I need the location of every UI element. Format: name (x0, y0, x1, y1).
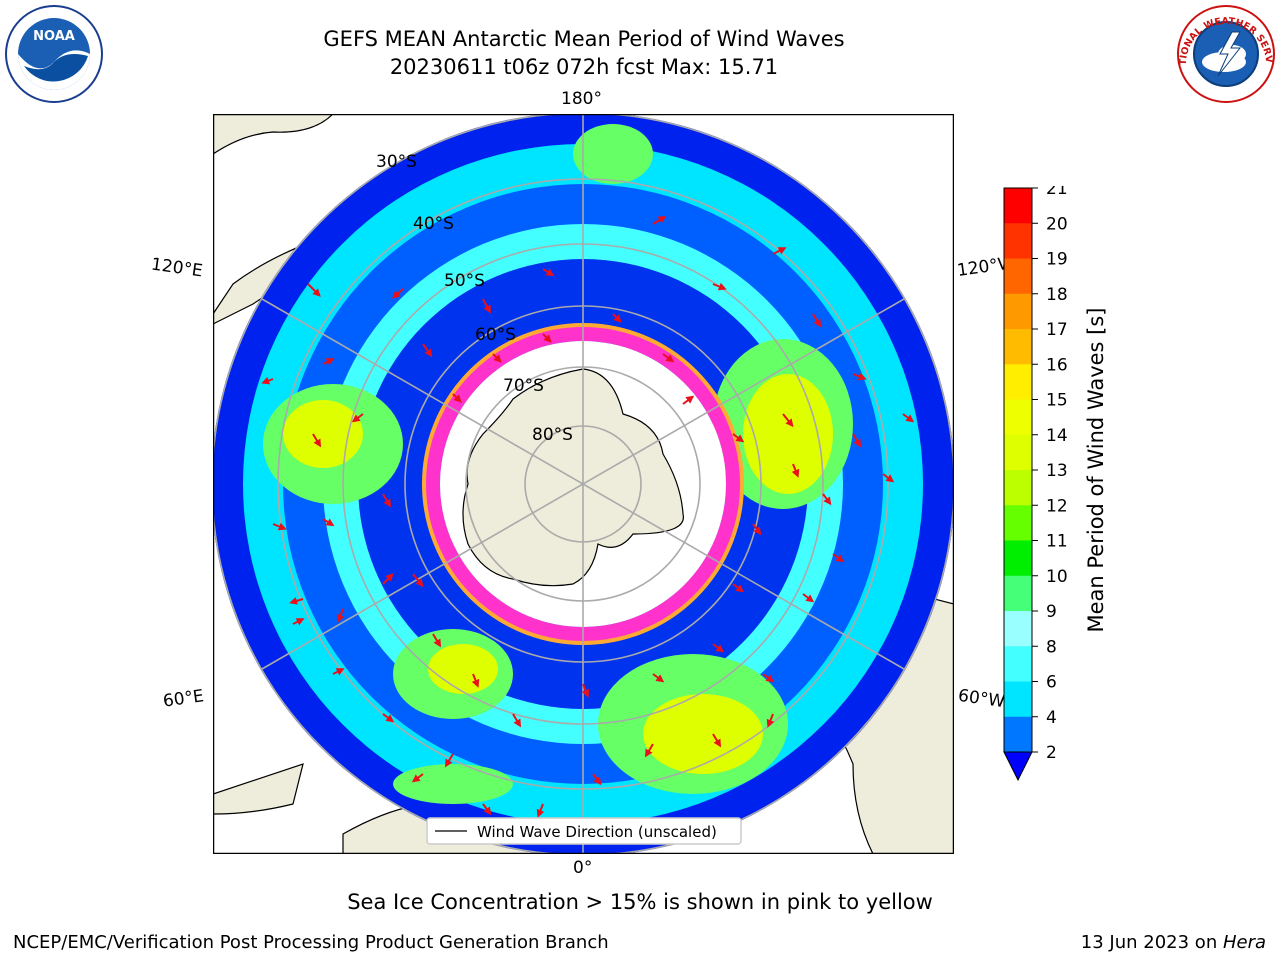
colorbar-cell (1004, 258, 1032, 295)
lon-label-60w: 60°W (956, 685, 1007, 713)
lat-label-40: 40°S (413, 214, 454, 234)
colorbar-cell (1004, 329, 1032, 365)
colorbar-cell (1004, 716, 1032, 753)
colorbar-tick-label: 16 (1046, 355, 1068, 375)
antarctica (462, 368, 684, 587)
lat-label-50: 50°S (444, 271, 485, 291)
lat-label-60: 60°S (475, 325, 516, 345)
lat-label-70: 70°S (503, 376, 544, 396)
colorbar-cell (1004, 540, 1032, 577)
colorbar-tick-label: 15 (1046, 391, 1068, 411)
footer-machine: Hera (1222, 932, 1266, 953)
chart-subtitle: 20230611 t06z 072h fcst Max: 15.71 (389, 55, 779, 79)
colorbar-tick-label: 9 (1046, 602, 1057, 622)
colorbar-tick-label: 14 (1046, 426, 1068, 446)
colorbar-cell (1004, 223, 1032, 259)
colorbar-tick-label: 19 (1046, 250, 1068, 270)
colorbar-tick-label: 12 (1046, 496, 1068, 516)
footer-date-text: 13 Jun 2023 on (1080, 932, 1223, 953)
colorbar-cell (1004, 399, 1032, 436)
colorbar-cell (1004, 364, 1032, 400)
footer-credit: NCEP/EMC/Verification Post Processing Pr… (13, 932, 609, 953)
chart-title: GEFS MEAN Antarctic Mean Period of Wind … (323, 27, 845, 51)
lon-label-0: 0° (573, 858, 593, 878)
colorbar-tick-label: 8 (1046, 637, 1057, 657)
colorbar-extend (1003, 751, 1033, 782)
map-legend (426, 817, 742, 845)
colorbar-cell (1004, 434, 1032, 471)
colorbar-tick-label: 2 (1046, 743, 1057, 763)
colorbar-tick-label: 21 (1046, 186, 1068, 199)
colorbar-cell (1004, 470, 1032, 506)
colorbar-cell (1004, 293, 1032, 330)
ice-caption: Sea Ice Concentration > 15% is shown in … (347, 890, 933, 914)
legend-label: Wind Wave Direction (unscaled) (477, 823, 717, 841)
lat-label-30: 30°S (376, 152, 417, 172)
colorbar-tick-label: 17 (1046, 320, 1068, 340)
colorbar-tick-label: 6 (1046, 673, 1057, 693)
wind-arrows (261, 215, 915, 818)
colorbar-cell (1004, 188, 1032, 224)
colorbar: 21 20 19 18 17 16 15 14 13 12 11 10 9 8 6 4 2 (1003, 186, 1068, 782)
noaa-logo: NOAA (5, 5, 103, 103)
colorbar-tick-label: 4 (1046, 708, 1057, 728)
lon-label-120e: 120°E (149, 254, 204, 282)
colorbar-label: Mean Period of Wind Waves [s] (1084, 307, 1108, 633)
nws-logo: NATIONAL WEATHER SERVICE (1176, 4, 1275, 103)
lon-label-180: 180° (561, 89, 602, 109)
colorbar-tick-label: 10 (1046, 567, 1068, 587)
colorbar-cell (1004, 646, 1032, 682)
colorbar-tick-label: 20 (1046, 214, 1068, 234)
colorbar-cell (1004, 575, 1032, 612)
footer-date: 13 Jun 2023 on Hera (1081, 932, 1266, 953)
svg-text:NOAA: NOAA (33, 29, 75, 44)
polar-map: 30°S 40°S 50°S 60°S 70°S 80°S Wind Wave … (213, 114, 954, 854)
colorbar-cell (1004, 505, 1032, 541)
graticule (213, 114, 954, 854)
colorbar-tick-label: 18 (1046, 285, 1068, 305)
colorbar-tick-label: 13 (1046, 461, 1068, 481)
colorbar-cell (1004, 681, 1032, 718)
colorbar-cell (1004, 611, 1032, 647)
colorbar-tick-label: 11 (1046, 532, 1068, 552)
lon-label-60e: 60°E (161, 686, 206, 712)
lat-label-80: 80°S (532, 425, 573, 445)
